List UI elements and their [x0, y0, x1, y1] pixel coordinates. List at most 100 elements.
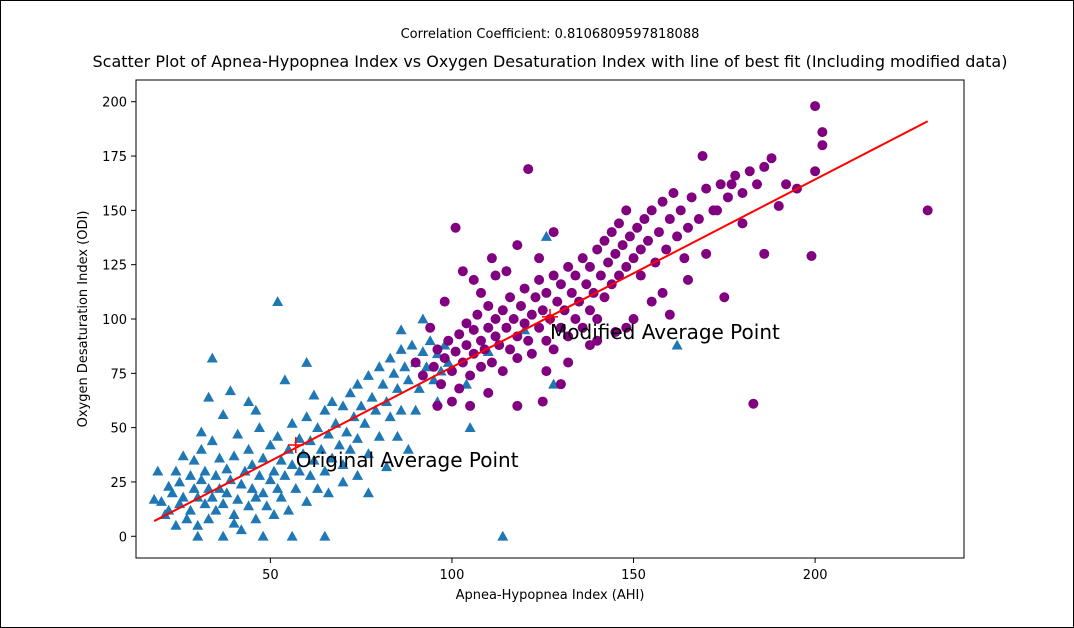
data-point-modified [653, 227, 664, 238]
data-point-original [333, 439, 345, 450]
data-point-modified [635, 244, 646, 255]
y-tick-label: 50 [110, 422, 127, 437]
data-point-original [243, 443, 255, 454]
data-point-modified [541, 366, 552, 377]
data-point-original [370, 404, 382, 415]
data-point-modified [570, 270, 581, 281]
x-tick-label: 100 [440, 568, 465, 583]
plot-content: Original Average Point Modified Average P… [148, 101, 933, 541]
data-point-modified [446, 396, 457, 407]
data-point-original [337, 476, 349, 487]
data-point-modified [592, 335, 603, 346]
data-point-modified [693, 214, 704, 225]
data-point-modified [683, 222, 693, 233]
data-point-original [246, 482, 258, 493]
data-point-modified [701, 248, 712, 259]
data-point-original [352, 433, 364, 443]
data-point-modified [664, 309, 675, 320]
y-axis: 0 25 50 75 100 125 150 175 200 [102, 96, 136, 545]
data-point-original [497, 530, 509, 541]
data-point-modified [610, 327, 621, 338]
data-point-original [279, 374, 291, 385]
data-point-modified [443, 335, 454, 346]
data-point-original [195, 426, 207, 437]
data-point-modified [555, 279, 566, 290]
data-point-original [224, 385, 236, 396]
data-point-modified [781, 179, 792, 190]
data-point-modified [468, 274, 479, 285]
data-point-original [228, 450, 240, 461]
y-tick-label: 175 [102, 150, 127, 165]
data-point-modified [697, 151, 708, 162]
data-point-modified [490, 314, 501, 324]
data-point-original [428, 374, 440, 385]
x-tick-label: 200 [803, 568, 828, 583]
data-point-original [384, 411, 396, 422]
data-point-modified [497, 366, 508, 377]
data-point-original [243, 500, 255, 511]
data-point-original [362, 487, 374, 498]
data-point-modified [603, 257, 614, 268]
data-point-modified [719, 292, 730, 303]
data-point-original [228, 509, 240, 519]
data-point-original [261, 500, 273, 511]
data-point-original [326, 396, 338, 406]
chart-suptitle: Correlation Coefficient: 0.8106809597818… [401, 27, 700, 42]
data-point-original [250, 404, 262, 415]
data-point-modified [483, 322, 494, 333]
data-point-modified [465, 400, 476, 411]
data-point-modified [657, 287, 668, 298]
data-point-original [319, 465, 331, 476]
data-point-modified [486, 357, 497, 368]
data-point-original [304, 469, 316, 480]
data-point-original [206, 491, 218, 502]
data-point-original [272, 430, 284, 441]
data-point-modified [773, 201, 784, 212]
data-point-original [206, 435, 218, 446]
data-point-original [272, 296, 284, 307]
data-point-modified [548, 270, 559, 281]
data-point-original [301, 356, 313, 367]
data-point-modified [759, 248, 770, 259]
data-point-original [250, 513, 262, 524]
data-point-original [163, 480, 175, 491]
data-point-original [413, 383, 425, 393]
data-point-original [188, 454, 200, 465]
data-point-original [170, 519, 182, 530]
data-point-modified [519, 318, 530, 329]
data-point-original [373, 361, 385, 372]
data-point-modified [519, 283, 530, 294]
data-point-original [272, 482, 284, 493]
data-point-original [399, 361, 411, 372]
data-point-original [341, 426, 353, 437]
data-point-modified [465, 370, 476, 381]
data-point-modified [425, 322, 436, 333]
data-point-original [417, 313, 429, 324]
data-point-modified [410, 357, 421, 368]
data-point-modified [461, 318, 472, 329]
data-point-original [301, 496, 313, 506]
data-point-original [366, 391, 378, 402]
data-point-original [435, 365, 447, 376]
data-point-original [264, 439, 276, 450]
data-point-modified [523, 164, 534, 175]
data-point-original [257, 487, 269, 498]
data-point-modified [457, 266, 468, 277]
average-point-label: Original Average Point [296, 448, 519, 472]
data-point-original [540, 230, 552, 241]
data-point-modified [752, 179, 762, 190]
data-point-original [326, 452, 338, 463]
data-point-modified [617, 240, 628, 251]
data-point-modified [526, 309, 537, 320]
data-point-original [322, 487, 334, 498]
data-point-original [395, 324, 407, 335]
data-point-modified [476, 335, 486, 346]
data-point-modified [759, 161, 770, 172]
data-point-original [293, 433, 305, 443]
data-point-modified [577, 253, 588, 264]
data-point-original [355, 400, 367, 411]
data-point-original [402, 443, 414, 454]
data-point-modified [810, 101, 821, 112]
data-point-modified [584, 305, 595, 316]
